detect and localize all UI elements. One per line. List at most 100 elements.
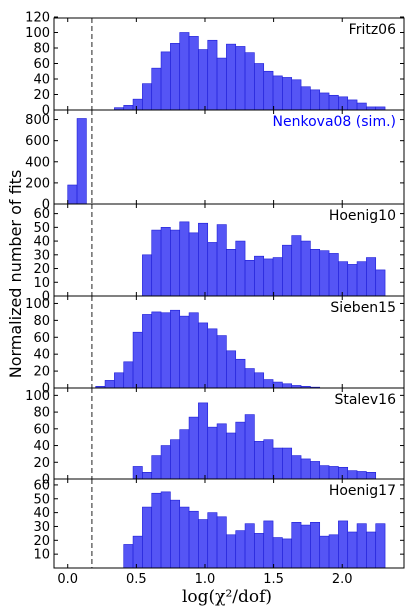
histogram-bar: [366, 257, 377, 297]
x-tick-label: 1.5: [263, 572, 284, 587]
histogram-bar: [188, 36, 199, 111]
y-tick-label: 100: [25, 297, 50, 312]
histogram-bar: [188, 232, 199, 297]
x-tick-label: 0.5: [126, 572, 147, 587]
histogram-bar: [272, 75, 283, 111]
histogram-bar: [347, 531, 358, 569]
x-tick-label: 2.0: [332, 572, 353, 587]
histogram-bar: [179, 315, 190, 389]
histogram-bar: [142, 83, 153, 111]
y-tick-label: 120: [25, 11, 50, 26]
histogram-bar: [198, 322, 209, 389]
y-tick-label: 30: [33, 248, 50, 263]
histogram-bar: [263, 520, 274, 569]
histogram-bar: [123, 544, 134, 569]
histogram-bar: [226, 350, 237, 389]
histogram-bar: [170, 439, 181, 480]
histogram-bar: [188, 510, 199, 569]
histogram-bar: [272, 257, 283, 297]
histogram-bar: [263, 439, 274, 480]
panel-nenkova08-sim: 0 200 400 600 800 Nenkova08 (sim.): [25, 109, 405, 213]
histogram-bar: [328, 534, 339, 569]
x-axis-label: log(χ²/dof): [182, 587, 272, 607]
histogram-bar: [160, 445, 171, 480]
histogram-bar: [198, 519, 209, 569]
histogram-bar: [328, 94, 339, 111]
histogram-bar: [226, 432, 237, 480]
panel-label: Sieben15: [330, 300, 396, 316]
y-tick-label: 40: [33, 235, 50, 250]
histogram-bar: [254, 372, 265, 389]
y-tick-label: 40: [33, 506, 50, 521]
histogram-bar: [160, 312, 171, 389]
histogram-bar: [170, 309, 181, 389]
histogram-bar: [272, 537, 283, 569]
histogram-bar: [235, 358, 246, 389]
histogram-bar: [291, 455, 302, 480]
histogram-bar: [356, 523, 367, 569]
histogram-bar: [356, 471, 367, 480]
y-tick-label: 60: [33, 207, 50, 222]
panel-label: Stalev16: [334, 392, 396, 408]
histogram-bar: [272, 447, 283, 480]
histogram-bar: [132, 98, 143, 111]
histogram-bar: [254, 255, 265, 297]
histogram-bar: [226, 534, 237, 569]
histogram-bar: [216, 423, 227, 480]
y-tick-label: 40: [33, 348, 50, 363]
histogram-bar: [235, 46, 246, 111]
histogram-bar: [170, 499, 181, 569]
y-tick-label: 0: [42, 473, 50, 488]
y-tick-label: 400: [25, 155, 50, 170]
histogram-bar: [160, 51, 171, 111]
histogram-bar: [328, 466, 339, 480]
histogram-bar: [254, 533, 265, 569]
histogram-bar: [300, 86, 311, 111]
histogram-bar: [282, 383, 293, 389]
histogram-bar: [216, 57, 227, 111]
histogram-bar: [244, 414, 255, 480]
histogram-bar: [319, 535, 330, 569]
histogram-bar: [310, 89, 321, 111]
histogram-bar: [132, 331, 143, 389]
histogram-bar: [282, 244, 293, 297]
histogram-bar: [272, 381, 283, 389]
y-tick-label: 40: [33, 439, 50, 454]
histogram-bar: [76, 118, 87, 205]
histogram-bar: [151, 311, 162, 389]
y-tick-label: 10: [33, 548, 50, 563]
histogram-bar: [254, 441, 265, 480]
histogram-bar: [198, 222, 209, 297]
histogram-bar: [151, 229, 162, 297]
panel-label: Hoenig17: [329, 483, 396, 499]
histogram-bar: [170, 229, 181, 297]
y-tick-label: 60: [33, 57, 50, 72]
x-tick-label: 0.0: [57, 572, 78, 587]
histogram-bar: [347, 470, 358, 480]
histogram-bar: [235, 530, 246, 569]
y-tick-label: 0: [42, 198, 50, 213]
y-tick-label: 40: [33, 73, 50, 88]
panel-label: Hoenig10: [329, 208, 396, 224]
histogram-bar: [235, 421, 246, 480]
histogram-bar: [310, 522, 321, 569]
y-tick-label: 20: [33, 534, 50, 549]
y-tick-label: 10: [33, 276, 50, 291]
histogram-bar: [366, 472, 377, 480]
histogram-bar: [347, 99, 358, 111]
histogram-bar: [151, 492, 162, 569]
y-tick-label: 50: [33, 221, 50, 236]
histogram-bar: [123, 361, 134, 389]
y-tick-label: 30: [33, 520, 50, 535]
y-axis-label: Normalized number of fits: [6, 170, 25, 379]
histogram-bar: [263, 70, 274, 111]
histogram-bar: [142, 314, 153, 389]
x-tick-label: 1.0: [195, 572, 216, 587]
histogram-bar: [235, 240, 246, 297]
histogram-bar: [188, 312, 199, 389]
histogram-bar: [198, 49, 209, 111]
histogram-bar: [300, 458, 311, 480]
histogram-bar: [366, 531, 377, 569]
